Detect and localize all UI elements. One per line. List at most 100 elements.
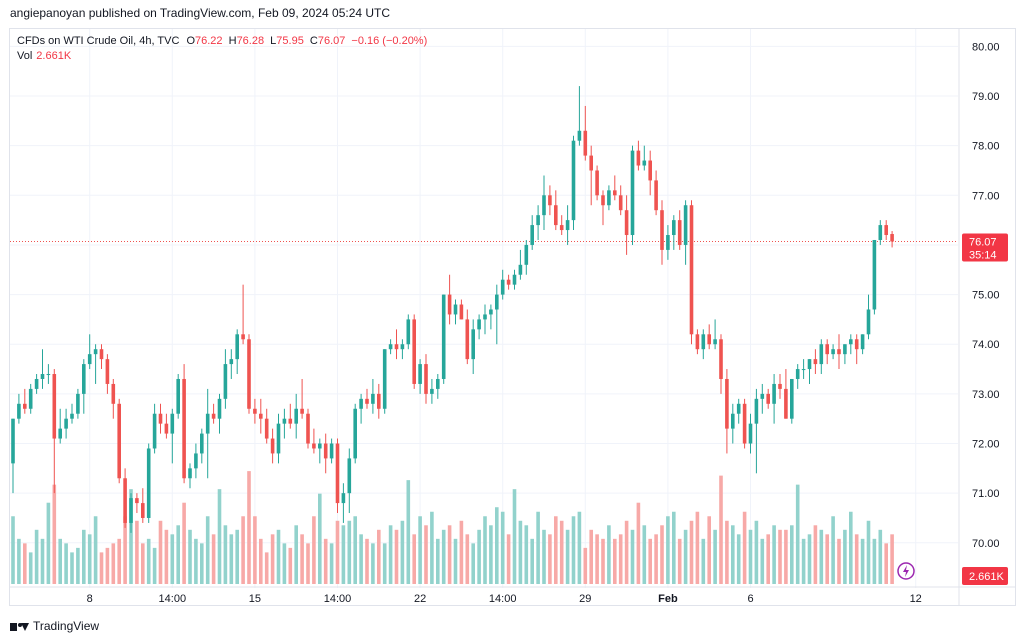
candle-body xyxy=(795,369,800,379)
volume-bar xyxy=(701,538,706,584)
volume-bar xyxy=(471,543,475,584)
volume-bar xyxy=(648,538,652,584)
candle-body xyxy=(152,413,157,449)
candle-body xyxy=(365,398,369,404)
volume-bar xyxy=(807,534,812,584)
candle-body xyxy=(111,383,116,404)
volume-bar xyxy=(441,529,446,584)
volume-label[interactable]: Vol xyxy=(17,50,33,62)
candle-body xyxy=(229,359,234,365)
x-tick-label: 22 xyxy=(414,593,426,605)
volume-bar xyxy=(436,538,440,584)
candle-body xyxy=(64,418,68,429)
volume-bar xyxy=(46,502,51,584)
volume-bar xyxy=(123,516,127,584)
y-tick-label: 78.00 xyxy=(972,141,1000,153)
volume-bar xyxy=(105,547,110,584)
volume-bar xyxy=(624,520,629,584)
volume-bar xyxy=(70,552,74,584)
candle-body xyxy=(760,393,765,399)
candle-body xyxy=(146,448,151,518)
candle-body xyxy=(624,210,629,236)
volume-bar xyxy=(259,538,263,584)
volume-bar xyxy=(294,525,298,584)
volume-bar xyxy=(760,538,765,584)
y-tick-label: 72.00 xyxy=(972,439,1000,451)
volume-bar xyxy=(377,529,381,584)
volume-bar xyxy=(772,525,776,584)
candle-body xyxy=(571,140,576,221)
candle-body xyxy=(441,294,446,379)
candle-body xyxy=(577,130,582,141)
candle-body xyxy=(512,274,517,285)
volume-bar xyxy=(418,516,422,584)
candle-body xyxy=(731,413,735,429)
candle-body xyxy=(701,334,706,350)
volume-bar xyxy=(689,520,694,584)
last-price-label: 76.07 xyxy=(969,236,997,248)
candle-body xyxy=(288,418,293,424)
volume-bar xyxy=(40,538,45,584)
candle-body xyxy=(17,403,21,419)
candle-body xyxy=(300,408,304,414)
candle-body xyxy=(742,403,747,444)
candle-body xyxy=(141,503,145,518)
volume-bar xyxy=(141,543,145,584)
volume-bar xyxy=(229,534,234,584)
volume-bar xyxy=(618,534,623,584)
x-tick-label: 8 xyxy=(87,593,93,605)
volume-bar xyxy=(666,516,670,584)
candle-body xyxy=(607,190,611,206)
volume-bar xyxy=(182,502,186,584)
symbol-name[interactable]: CFDs on WTI Crude Oil, 4h, TVC xyxy=(17,35,180,47)
y-tick-label: 71.00 xyxy=(972,488,1000,500)
candle-body xyxy=(677,220,682,245)
x-tick-label: 14:00 xyxy=(159,593,187,605)
volume-bar xyxy=(695,511,700,584)
volume-bar xyxy=(736,534,741,584)
volume-bar xyxy=(82,529,86,584)
volume-bar xyxy=(642,525,647,584)
volume-bar xyxy=(93,516,98,584)
candle-body xyxy=(371,393,375,404)
y-tick-label: 77.00 xyxy=(972,190,1000,202)
volume-bar xyxy=(742,511,747,584)
candle-body xyxy=(837,349,841,355)
volume-bar xyxy=(837,538,841,584)
volume-bar xyxy=(601,538,605,584)
countdown-label: 35:14 xyxy=(969,249,997,261)
ohlc-line: CFDs on WTI Crude Oil, 4h, TVC O76.22 H7… xyxy=(17,34,430,49)
candle-body xyxy=(335,443,340,504)
candle-body xyxy=(211,413,216,419)
candle-body xyxy=(754,398,759,424)
candle-body xyxy=(565,220,570,231)
candle-body xyxy=(719,339,723,379)
volume-bar xyxy=(217,489,222,584)
candle-body xyxy=(772,383,776,404)
y-tick-label: 80.00 xyxy=(972,41,1000,53)
candle-body xyxy=(860,334,865,350)
volume-bar xyxy=(542,529,546,584)
candle-body xyxy=(87,354,92,365)
candle-body xyxy=(518,264,523,275)
volume-bar xyxy=(347,520,352,584)
candle-body xyxy=(813,359,818,365)
volume-bar xyxy=(176,525,180,584)
candle-body xyxy=(99,349,104,360)
candle-body xyxy=(129,498,133,523)
volume-bar xyxy=(866,520,871,584)
candle-body xyxy=(318,443,322,449)
volume-bar xyxy=(341,525,346,584)
volume-bar xyxy=(170,534,175,584)
candle-body xyxy=(424,364,428,394)
volume-bar xyxy=(801,538,806,584)
change-value: −0.16 (−0.20%) xyxy=(351,35,428,47)
candle-body xyxy=(105,359,110,384)
volume-bar xyxy=(412,534,416,584)
candle-body xyxy=(465,319,470,360)
tradingview-logo-icon[interactable] xyxy=(10,620,29,632)
brand-name[interactable]: TradingView xyxy=(33,619,100,633)
volume-line: Vol 2.661K xyxy=(17,49,430,64)
volume-bar xyxy=(506,534,511,584)
